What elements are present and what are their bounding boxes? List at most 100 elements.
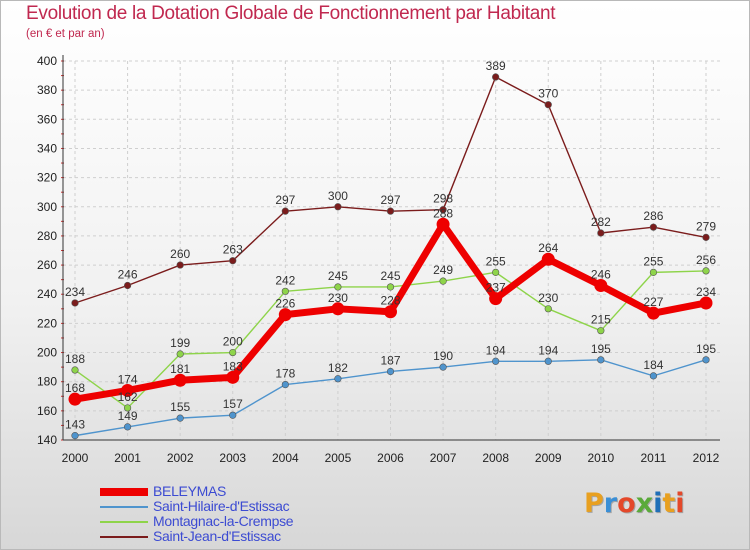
legend-swatch	[100, 505, 148, 508]
y-tick-label: 200	[37, 346, 57, 360]
legend-label: Montagnac-la-Crempse	[153, 513, 294, 529]
data-label: 263	[223, 243, 243, 257]
data-label: 245	[328, 269, 348, 283]
data-label: 246	[118, 267, 138, 281]
data-point	[226, 370, 240, 384]
logo-letter: t	[662, 488, 676, 519]
x-tick-label: 2006	[377, 451, 404, 465]
data-point	[176, 414, 184, 422]
data-label: 195	[696, 342, 716, 356]
y-tick-label: 340	[37, 141, 57, 155]
data-point	[702, 267, 710, 275]
series-saint-jean-d-estissac	[71, 73, 710, 307]
data-point	[699, 296, 713, 310]
x-tick-label: 2010	[587, 451, 614, 465]
legend-label: Saint-Hilaire-d'Estissac	[153, 498, 290, 514]
data-point	[702, 233, 710, 241]
chart-title: Evolution de la Dotation Globale de Fonc…	[26, 3, 556, 24]
data-point	[334, 203, 342, 211]
proxiti-logo: Proxiti	[584, 488, 685, 519]
data-point	[123, 281, 132, 290]
data-point	[541, 252, 555, 266]
data-point	[649, 372, 658, 380]
data-label: 246	[591, 267, 611, 281]
legend-item-saint-jean-d-estissac: Saint-Jean-d'Estissac	[100, 529, 293, 544]
data-point	[702, 356, 710, 364]
series-beleymas	[68, 217, 713, 406]
data-label: 183	[223, 359, 243, 373]
data-label: 157	[223, 397, 243, 411]
data-label: 215	[591, 313, 611, 327]
data-label: 300	[328, 189, 348, 203]
data-label: 264	[538, 241, 558, 255]
x-tick-label: 2007	[430, 451, 457, 465]
data-label: 228	[380, 294, 400, 308]
data-point	[173, 373, 187, 387]
data-point	[492, 357, 500, 365]
data-point	[544, 305, 552, 313]
data-label: 255	[643, 254, 663, 268]
data-label: 288	[433, 206, 453, 220]
data-point	[278, 308, 292, 322]
data-point	[386, 283, 395, 291]
data-label: 370	[538, 87, 558, 101]
y-tick-label: 320	[37, 171, 57, 185]
x-tick-label: 2001	[114, 451, 141, 465]
data-point	[281, 287, 289, 295]
data-label: 226	[275, 297, 295, 311]
data-point	[71, 432, 79, 440]
data-label: 184	[643, 358, 663, 372]
series-montagnac-la-crempse	[71, 267, 710, 412]
logo-letter: P	[584, 488, 604, 519]
logo-letter: i	[675, 488, 685, 519]
data-point	[176, 350, 184, 358]
data-label: 155	[170, 400, 190, 414]
legend-item-beleymas: BELEYMAS	[100, 484, 293, 499]
data-label: 234	[696, 285, 716, 299]
legend-item-saint-hilaire-d-estissac: Saint-Hilaire-d'Estissac	[100, 499, 293, 514]
data-label: 181	[170, 362, 190, 376]
line-chart: 140 160 180 200 220 240 260 280 300 320 340 360 380 4…	[37, 54, 720, 465]
y-tick-label: 300	[37, 200, 57, 214]
data-point	[71, 299, 79, 307]
data-point	[597, 356, 605, 364]
series-saint-hilaire-d-estissac	[71, 356, 710, 440]
data-point	[594, 278, 608, 292]
x-tick-label: 2002	[167, 451, 194, 465]
y-tick-label: 180	[37, 375, 57, 389]
data-label: 298	[433, 192, 453, 206]
data-label: 297	[380, 193, 400, 207]
data-point	[597, 229, 605, 237]
data-point	[649, 223, 658, 231]
data-label: 200	[223, 335, 243, 349]
data-point	[229, 348, 237, 357]
chart-subtitle: (en € et par an)	[26, 28, 105, 40]
y-tick-label: 240	[37, 287, 57, 301]
data-label: 230	[328, 291, 348, 305]
data-label: 194	[538, 343, 558, 357]
data-point	[386, 207, 395, 215]
y-tick-label: 380	[37, 83, 57, 97]
data-label: 297	[275, 193, 295, 207]
x-tick-label: 2005	[325, 451, 352, 465]
data-label: 256	[696, 253, 716, 267]
data-label: 174	[118, 372, 138, 386]
data-point	[597, 327, 605, 335]
legend-swatch	[100, 535, 148, 538]
legend-label: Saint-Jean-d'Estissac	[153, 528, 281, 544]
legend-item-montagnac-la-crempse: Montagnac-la-Crempse	[100, 513, 294, 529]
data-point	[544, 357, 552, 365]
data-point	[68, 392, 82, 406]
data-point	[281, 207, 289, 215]
y-tick-label: 360	[37, 112, 57, 126]
y-tick-label: 260	[37, 258, 57, 272]
data-point	[121, 383, 135, 397]
data-label: 227	[643, 295, 663, 309]
x-tick-label: 2003	[219, 451, 246, 465]
y-tick-label: 280	[37, 229, 57, 243]
logo-letter: o	[617, 488, 636, 519]
data-point	[646, 306, 660, 320]
data-label: 187	[380, 353, 400, 367]
data-point	[649, 268, 658, 276]
